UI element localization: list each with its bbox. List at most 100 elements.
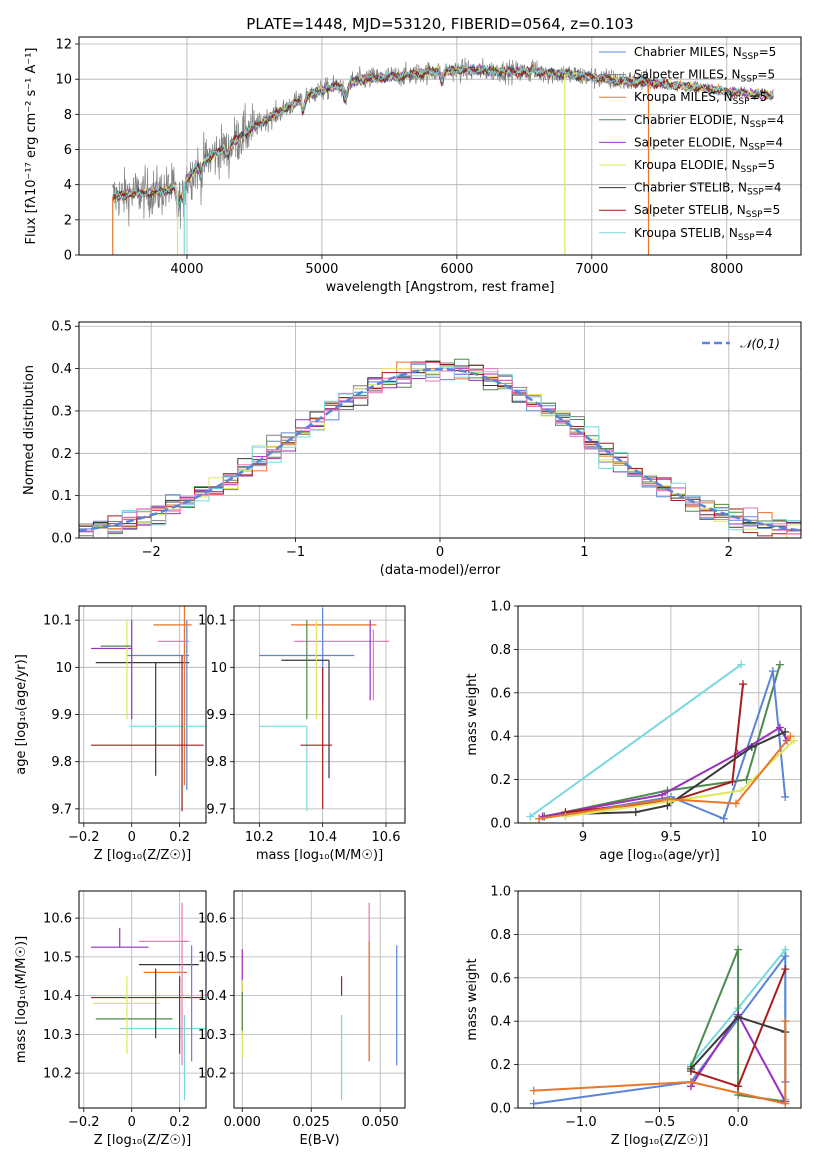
legend-entry: Salpeter MILES, NSSP=5 — [634, 68, 775, 85]
y-axis-label: mass weight — [465, 958, 480, 1040]
legend-suffix: =5 — [757, 68, 775, 82]
series-marker — [526, 812, 535, 821]
legend-entry: Kroupa ELODIE, NSSP=5 — [634, 158, 775, 175]
x-tick-label: 10.2 — [245, 830, 274, 845]
y-tick-label: 0.6 — [490, 971, 511, 986]
age-vs-mass-panel: 10.2 10.4 10.6 9.7 9.8 9.9 10 10.1 mass [log₁₀(M… — [198, 605, 406, 863]
legend-text: Kroupa STELIB, N — [634, 226, 738, 240]
axes-frame — [517, 890, 802, 1109]
plot-area — [79, 358, 801, 538]
series-marker — [734, 1082, 743, 1091]
series-line — [538, 735, 792, 820]
legend-sub: SSP — [741, 165, 758, 175]
legend-sub: SSP — [733, 97, 750, 107]
series-marker — [775, 660, 784, 669]
y-tick-label: 10.6 — [198, 912, 227, 927]
legend-text: Chabrier MILES, N — [634, 45, 742, 59]
x-axis-label: wavelength [Angstrom, rest frame] — [326, 280, 555, 295]
legend-entry: Salpeter STELIB, NSSP=5 — [634, 203, 780, 220]
x-axis-label: mass [log₁₀(M/M☉)] — [256, 848, 383, 863]
y-tick-label: 9.9 — [206, 708, 227, 723]
series-marker — [728, 777, 737, 786]
series-marker — [529, 1099, 538, 1108]
x-tick-label: 0.050 — [362, 1115, 399, 1130]
legend-suffix: =5 — [759, 45, 777, 59]
series-line — [689, 949, 786, 1103]
y-tick-label: 10.4 — [198, 989, 227, 1004]
y-tick-label: 0 — [64, 249, 72, 264]
x-tick-label: 0 — [128, 1115, 136, 1130]
plot-area — [529, 945, 790, 1108]
series-line — [533, 1021, 787, 1105]
y-tick-label: 10.3 — [198, 1028, 227, 1043]
y-tick-label: 0.8 — [490, 928, 511, 943]
y-tick-label: 10.3 — [43, 1028, 72, 1043]
x-tick-label: −1.0 — [565, 1115, 597, 1130]
x-axis-label: Z [log₁₀(Z/Z☉)] — [94, 1133, 191, 1148]
y-tick-label: 10.1 — [43, 614, 72, 629]
legend-suffix: =5 — [757, 158, 775, 172]
y-axis-label: Normed distribution — [22, 365, 37, 495]
x-tick-label: 0.000 — [224, 1115, 261, 1130]
series-marker — [747, 743, 756, 752]
legend-suffix: =4 — [764, 181, 782, 195]
series-line — [544, 664, 781, 818]
legend-suffix: =4 — [755, 226, 773, 240]
y-axis-label: age [log₁₀(age/yr)] — [14, 654, 29, 775]
series-marker — [737, 660, 746, 669]
y-axis-label: mass weight — [465, 673, 480, 755]
y-tick-label: 0.4 — [490, 1015, 511, 1030]
series-marker — [734, 1012, 743, 1021]
plot-area — [259, 608, 390, 812]
x-tick-label: 8000 — [710, 262, 743, 277]
legend-entry: Chabrier ELODIE, NSSP=4 — [634, 113, 784, 130]
spectrum-panel: 4000 5000 6000 7000 8000 0 2 4 6 8 10 12 wavelength … — [24, 36, 802, 295]
legend-sub: SSP — [747, 188, 764, 198]
y-tick-label: 10.1 — [198, 614, 227, 629]
legend-entry: Kroupa STELIB, NSSP=4 — [634, 226, 772, 243]
axes-frame — [78, 36, 802, 256]
legend-suffix: =5 — [763, 203, 781, 217]
y-tick-label: 0.8 — [490, 643, 511, 658]
x-tick-label: −0.2 — [68, 1115, 100, 1130]
y-tick-label: 10.5 — [198, 950, 227, 965]
legend-sub: SSP — [746, 210, 763, 220]
y-tick-label: 12 — [55, 38, 72, 53]
legend-suffix: =4 — [766, 113, 784, 127]
y-tick-label: 10.2 — [43, 1067, 72, 1082]
massweight-vs-age-panel: 9 9.5 10 0.0 0.2 0.4 0.6 0.8 1.0 age [log₁₀(age/y… — [465, 600, 802, 863]
series-marker — [734, 945, 743, 954]
x-tick-label: 9 — [579, 830, 587, 845]
age-vs-Z-panel: −0.2 0 0.2 9.7 9.8 9.9 10 10.1 Z [log₁₀(Z/Z☉)] ag… — [14, 605, 207, 863]
y-tick-label: 9.8 — [206, 755, 227, 770]
plot-area — [90, 606, 206, 812]
y-tick-label: 10.5 — [43, 950, 72, 965]
x-tick-label: −0.2 — [68, 830, 100, 845]
series-marker — [781, 727, 790, 736]
legend-text: Salpeter MILES, N — [634, 68, 741, 82]
series-marker — [686, 1077, 695, 1086]
x-tick-label: 10 — [751, 830, 768, 845]
y-tick-label: 9.8 — [51, 755, 72, 770]
x-tick-label: −0.5 — [644, 1115, 676, 1130]
legend-entry: Kroupa MILES, NSSP=5 — [634, 90, 767, 107]
legend-sub: SSP — [738, 233, 755, 243]
x-tick-label: 0.025 — [293, 1115, 330, 1130]
y-tick-label: 0.6 — [490, 686, 511, 701]
series-marker — [631, 808, 640, 817]
y-tick-label: 10.2 — [198, 1067, 227, 1082]
histogram-step — [79, 361, 801, 538]
y-tick-label: 2 — [64, 213, 72, 228]
legend-text: Chabrier ELODIE, N — [634, 113, 750, 127]
legend-entry: Chabrier MILES, NSSP=5 — [634, 45, 776, 62]
series-marker — [768, 667, 777, 676]
legend-text: Kroupa ELODIE, N — [634, 158, 741, 172]
legend-text: Salpeter ELODIE, N — [634, 135, 748, 149]
series-marker — [786, 732, 795, 741]
normal-curve — [79, 367, 801, 532]
x-tick-label: 0.0 — [728, 1115, 749, 1130]
x-axis-label: age [log₁₀(age/yr)] — [599, 848, 720, 863]
legend-suffix: =5 — [750, 90, 768, 104]
spectrum-data-line — [112, 57, 649, 230]
y-tick-label: 4 — [64, 178, 72, 193]
